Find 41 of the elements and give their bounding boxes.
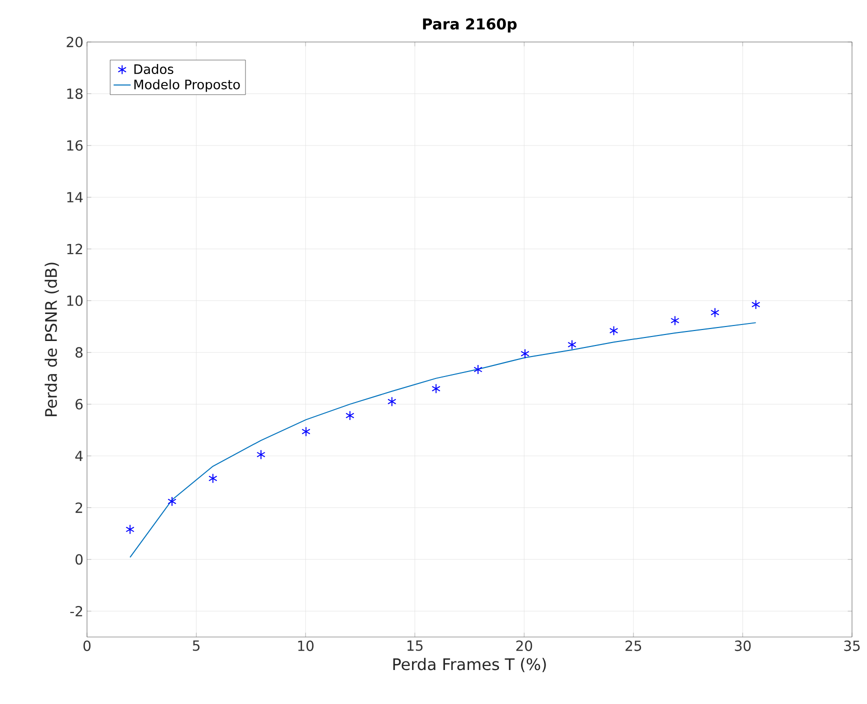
- x-tick-label: 30: [734, 640, 751, 652]
- point: [126, 524, 134, 534]
- point: [670, 316, 680, 326]
- y-tick-label: 8: [76, 347, 83, 358]
- legend-label: Dados: [134, 64, 174, 74]
- y-tick-label: 2: [76, 502, 82, 513]
- y-tick-label: 16: [67, 140, 83, 151]
- point: [302, 426, 310, 437]
- x-tick-label: 0: [83, 640, 91, 652]
- point: [168, 496, 176, 506]
- x-tick-label: 10: [298, 640, 314, 652]
- point: [208, 473, 218, 484]
- point: [520, 348, 530, 359]
- y-tick-label: 0: [76, 554, 83, 565]
- y-tick-label: 18: [67, 88, 83, 100]
- chart-title: Para 2160p: [423, 18, 517, 32]
- x-tick-label: 35: [844, 640, 860, 652]
- x-tick-label: 25: [626, 640, 642, 652]
- y-tick-label: -2: [70, 606, 82, 616]
- y-axis-title: Perda de PSNR (dB): [44, 262, 59, 416]
- y-tick-label: 20: [66, 36, 83, 48]
- legend-label: Modelo Proposto: [134, 79, 240, 92]
- point: [568, 340, 576, 350]
- point: [432, 384, 440, 394]
- x-axis-title: Perda Frames T (%): [393, 658, 546, 672]
- line-series: [130, 322, 756, 558]
- y-tick-label: 14: [67, 192, 83, 202]
- point: [609, 326, 618, 336]
- point: [346, 410, 354, 421]
- y-tick-label: 6: [76, 398, 83, 410]
- y-tick-label: 12: [67, 244, 82, 254]
- x-tick-label: 5: [192, 640, 200, 651]
- x-tick-label: 15: [408, 640, 423, 651]
- point: [388, 396, 396, 407]
- point: [751, 300, 760, 310]
- point: [256, 450, 266, 460]
- y-tick-label: 10: [67, 295, 83, 306]
- y-tick-label: 4: [75, 450, 83, 461]
- point: [710, 308, 720, 318]
- point: [474, 364, 482, 374]
- x-tick-label: 20: [516, 640, 532, 652]
